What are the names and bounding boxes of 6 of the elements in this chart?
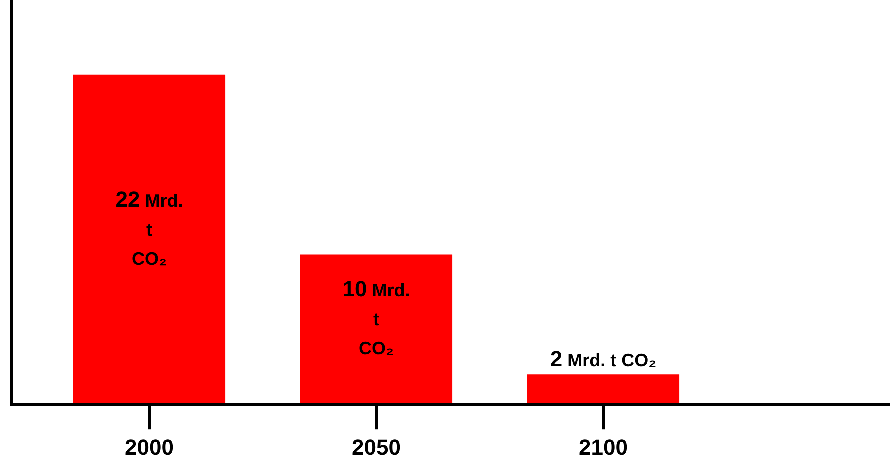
x-tick-label: 2050 — [352, 434, 401, 460]
data-label: 10 Mrd. t CO₂ — [342, 276, 410, 359]
data-label: 22 Mrd. t CO₂ — [116, 186, 184, 269]
x-tick-label: 2100 — [579, 434, 628, 460]
data-label: 2 Mrd. t CO₂ — [550, 346, 657, 372]
x-tick-label: 2000 — [125, 434, 174, 460]
